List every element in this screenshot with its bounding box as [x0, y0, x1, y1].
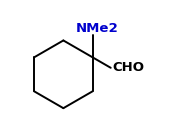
Text: NMe: NMe — [76, 22, 109, 35]
Text: CHO: CHO — [112, 61, 144, 74]
Text: 2: 2 — [104, 22, 117, 35]
